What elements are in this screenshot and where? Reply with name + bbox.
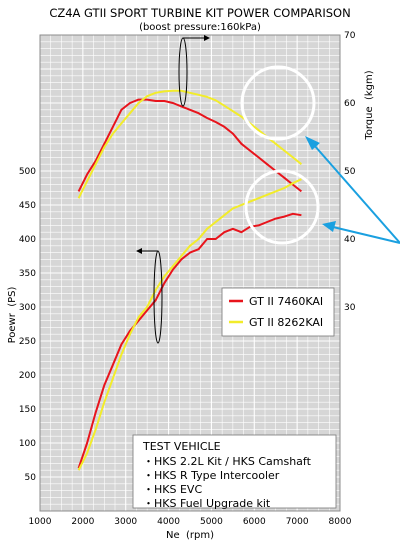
left-tick-label: 450 <box>19 201 36 211</box>
power-group-marker <box>136 248 163 344</box>
left-tick-label: 400 <box>19 235 36 245</box>
x-tick-label: 5000 <box>200 517 223 527</box>
right-tick-label: 40 <box>344 235 356 245</box>
x-tick-label: 3000 <box>114 517 137 527</box>
right-tick-label: 30 <box>344 303 356 313</box>
note-line-4: ・HKS Fuel Upgrade kit <box>143 497 271 510</box>
left-axis-ticks: 50 100 150 200 250 300 350 400 450 500 <box>19 167 36 483</box>
x-axis-label: Ne (rpm) <box>166 530 214 541</box>
series-1-torque-line <box>77 98 303 193</box>
note-title: TEST VEHICLE <box>142 440 221 453</box>
series-2-torque-line <box>77 89 303 199</box>
legend: GT II 7460KAI GT II 8262KAI <box>221 287 335 337</box>
left-tick-label: 300 <box>19 303 36 313</box>
chart-subtitle: (boost pressure:160kPa) <box>139 22 261 33</box>
left-tick-label: 350 <box>19 269 36 279</box>
x-tick-label: 6000 <box>243 517 266 527</box>
x-axis-ticks: 1000 2000 3000 4000 5000 6000 7000 8000 <box>29 517 352 527</box>
series-lines <box>77 89 303 471</box>
x-tick-label: 7000 <box>286 517 309 527</box>
torque-highlight-circle <box>240 65 316 141</box>
torque-group-marker <box>178 35 210 107</box>
left-axis-label: Poewr (PS) <box>7 287 18 344</box>
left-tick-label: 100 <box>19 439 36 449</box>
note-line-2: ・HKS R Type Intercooler <box>143 469 280 482</box>
note-line-1: ・HKS 2.2L Kit / HKS Camshaft <box>143 455 312 468</box>
power-highlight-circle <box>244 169 320 245</box>
test-vehicle-note: TEST VEHICLE ・HKS 2.2L Kit / HKS Camshaf… <box>132 434 337 510</box>
left-tick-label: 500 <box>19 167 36 177</box>
x-tick-label: 8000 <box>329 517 352 527</box>
pointer-arrows <box>305 136 400 244</box>
note-line-3: ・HKS EVC <box>143 483 202 496</box>
left-tick-label: 200 <box>19 371 36 381</box>
x-tick-label: 4000 <box>157 517 180 527</box>
right-tick-label: 50 <box>344 167 356 177</box>
chart-title: CZ4A GTII SPORT TURBINE KIT POWER COMPAR… <box>49 6 350 20</box>
series-2-power-line <box>77 178 302 471</box>
plot-frame <box>39 34 341 512</box>
left-tick-label: 50 <box>25 473 37 483</box>
right-tick-label: 60 <box>344 99 356 109</box>
series-1-power-line <box>77 212 302 469</box>
right-axis-ticks: 30 40 50 60 70 <box>344 31 356 313</box>
left-tick-label: 150 <box>19 405 36 415</box>
x-tick-label: 2000 <box>71 517 94 527</box>
right-axis-label: Torque (kgm) <box>364 70 375 140</box>
x-tick-label: 1000 <box>29 517 52 527</box>
right-tick-label: 70 <box>344 31 356 41</box>
left-tick-label: 250 <box>19 337 36 347</box>
legend-label-1: GT II 7460KAI <box>249 295 323 308</box>
legend-label-2: GT II 8262KAI <box>249 316 323 329</box>
